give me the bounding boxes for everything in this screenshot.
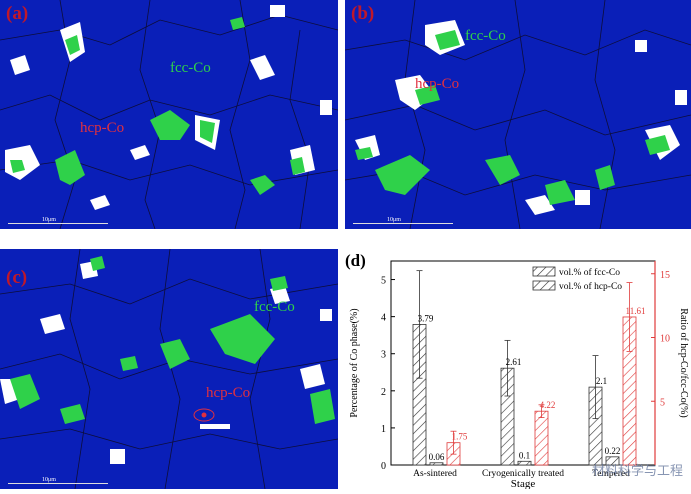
panel-b-label: (b) [351,3,375,24]
panel-b-hcp-label: hcp-Co [415,76,460,92]
y-tick-label: 0 [381,461,386,472]
y-axis-label: Percentage of Co phase(%) [349,308,360,417]
x-tick-label: Cryogenically treated [482,469,564,479]
panel-a-fcc-label: fcc-Co [170,60,211,76]
panel-c-scale-bar: 10μm [8,473,108,487]
y2-tick-label: 5 [660,397,665,408]
panel-b-scale-bar: 10μm [353,213,453,227]
x-tick-label: As-sintered [413,469,457,479]
panel-a-hcp-label: hcp-Co [80,120,125,136]
scale-bar-line [8,223,108,224]
micrograph-b: (b) fcc-Co hcp-Co 10μm [345,0,691,229]
bar [605,456,620,466]
y-tick-label: 3 [381,350,386,361]
panel-a-scale-bar: 10μm [8,213,108,227]
panel-a-scale-text: 10μm [42,217,56,223]
bar-chart-d: 0 1 2 3 4 5 5 10 15 Percentage of Co phase(%) Rati… [343,249,691,490]
data-label: 0.1 [519,450,530,460]
y-tick-label: 1 [381,424,386,435]
data-label: 0.06 [429,452,445,462]
bar [429,462,444,466]
panel-d-label: (d) [345,251,366,270]
watermark: 材料科学与工程 [591,464,683,479]
micrograph-b-map [345,0,691,229]
x-tick-label: Tempered [592,469,630,479]
chart-svg: 0 1 2 3 4 5 5 10 15 Percentage of Co phase(%) Rati… [349,260,689,490]
panel-b-scale-text: 10μm [387,217,401,223]
panel-c-scale-text: 10μm [42,477,56,483]
panel-b-fcc-label: fcc-Co [465,28,506,44]
y-tick-label: 4 [381,313,386,324]
scale-bar-line [8,483,108,484]
data-label: 11.61 [626,306,646,316]
data-label: 0.22 [605,446,621,456]
legend-swatch [532,280,556,291]
x-axis-label: Stage [511,478,536,489]
data-label: 1.75 [452,432,468,442]
y2-tick-label: 10 [660,334,670,345]
y2-tick-label: 15 [660,270,670,281]
micrograph-a-map [0,0,338,229]
legend-swatch [532,266,556,277]
panel-c-fcc-label: fcc-Co [254,299,295,315]
panel-c-hcp-label: hcp-Co [206,385,251,401]
micrograph-c-map [0,249,338,489]
panel-c-label: (c) [6,267,28,288]
data-label: 4.22 [540,400,556,410]
y2-axis-label: Ratio of hcp-Co/fcc-Co(%) [678,308,689,417]
data-label: 2.1 [596,376,607,386]
micrograph-a: (a) fcc-Co hcp-Co 10μm [0,0,338,229]
y-tick-label: 5 [381,276,386,287]
bar [534,410,549,466]
data-label: 2.61 [506,357,522,367]
bar [517,460,532,466]
panel-a-label: (a) [6,3,29,24]
data-label: 3.79 [418,313,434,323]
legend-label: vol.% of hcp-Co [559,281,622,292]
y-tick-label: 2 [381,387,386,398]
scale-bar-line [353,223,453,224]
micrograph-c: (c) fcc-Co hcp-Co 10μm [0,249,338,489]
legend-label: vol.% of fcc-Co [559,267,620,278]
